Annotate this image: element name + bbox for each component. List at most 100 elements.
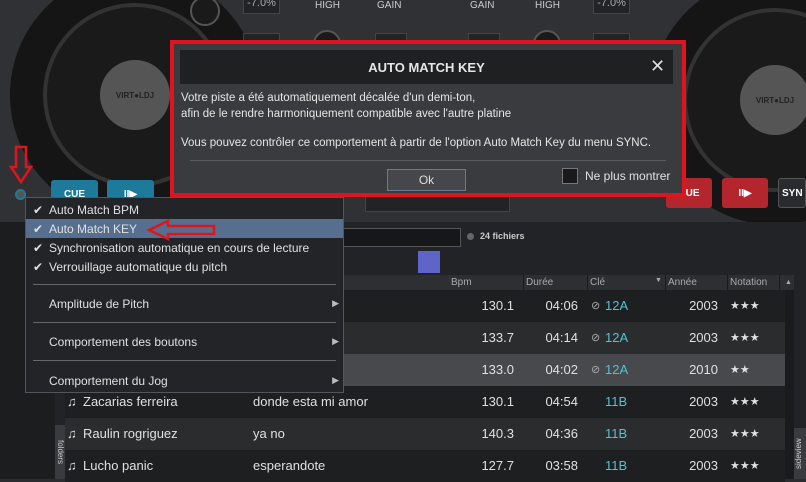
search-input[interactable] [340, 228, 461, 247]
menu-item-label: Verrouillage automatique du pitch [49, 259, 228, 274]
column-year[interactable]: Année [666, 275, 728, 290]
sync-settings-icon[interactable] [15, 189, 26, 200]
column-bpm[interactable]: Bpm [449, 275, 524, 290]
track-bpm: 130.1 [481, 298, 514, 313]
track-row[interactable]: ♫ Lucho panic esperandote 127.7 03:58 11B 2003… [65, 450, 785, 482]
high-right-label: HIGH [535, 0, 560, 11]
check-icon: ✔ [33, 259, 44, 274]
track-year: 2003 [689, 298, 718, 313]
music-note-icon: ♫ [67, 394, 77, 409]
gain-right-label: GAIN [470, 0, 495, 11]
scroll-up-button[interactable]: ▲ [783, 275, 794, 290]
track-key: 11B [605, 426, 628, 441]
menu-item-label: Comportement des boutons [49, 334, 198, 349]
menu-item-auto-match-bpm[interactable]: ✔ Auto Match BPM [26, 200, 343, 219]
dialog-title: AUTO MATCH KEY [180, 50, 673, 84]
menu-item-label: Amplitude de Pitch [49, 296, 150, 311]
dialog-message-line2: afin de le rendre harmoniquement compati… [181, 108, 512, 120]
high-left-label: HIGH [315, 0, 340, 11]
track-key: 12A [605, 298, 629, 313]
tonearm-knob [190, 0, 220, 26]
track-rating: ★★★ [730, 396, 760, 408]
track-key: 12A [605, 362, 629, 377]
music-note-icon: ♫ [67, 458, 77, 473]
track-rating: ★★★ [730, 300, 760, 312]
menu-item-label: Auto Match KEY [49, 221, 138, 236]
gain-left-label: GAIN [377, 0, 402, 11]
dont-show-again-checkbox[interactable] [562, 168, 578, 184]
track-duration: 04:06 [545, 298, 578, 313]
track-title: donde esta mi amor [253, 394, 368, 409]
submenu-arrow-icon: ▶ [332, 336, 339, 346]
menu-separator [33, 360, 336, 361]
track-thumbnail [418, 251, 440, 273]
track-bpm: 140.3 [481, 426, 514, 441]
track-key: 11B [605, 394, 628, 409]
track-duration: 04:54 [545, 394, 578, 409]
track-row[interactable]: ♫ Raulin rogriguez ya no 140.3 04:36 11B 2003 ★… [65, 418, 785, 450]
track-bpm: 133.0 [481, 362, 514, 377]
scrollbar[interactable] [783, 290, 794, 479]
menu-item-auto-sync[interactable]: ✔ Synchronisation automatique en cours de… [26, 238, 343, 257]
track-year: 2003 [689, 394, 718, 409]
sideview-tab[interactable]: sideview [794, 428, 806, 479]
track-rating: ★★★ [730, 428, 760, 440]
menu-item-jog-behavior[interactable]: Comportement du Jog ▶ [26, 371, 343, 390]
dialog-message-line3: Vous pouvez contrôler ce comportement à … [181, 137, 652, 149]
menu-item-label: Synchronisation automatique en cours de … [49, 240, 310, 255]
track-row[interactable]: ♫ Zacarias ferreira donde esta mi amor 130.… [65, 386, 785, 418]
right-sync-button[interactable]: SYN [778, 178, 806, 208]
check-icon: ✔ [33, 221, 44, 236]
menu-item-label: Comportement du Jog [49, 373, 168, 388]
submenu-arrow-icon: ▶ [332, 375, 339, 385]
dialog-separator [190, 160, 666, 161]
dialog-message-line1: Votre piste a été automatiquement décalé… [181, 92, 476, 104]
file-count-dot-icon [467, 233, 474, 240]
right-turntable[interactable]: VIRT●LDJ [650, 0, 806, 222]
track-rating: ★★ [730, 364, 750, 376]
menu-item-auto-match-key[interactable]: ✔ Auto Match KEY [26, 219, 343, 238]
svg-text:VIRT●LDJ: VIRT●LDJ [116, 91, 154, 100]
close-icon[interactable]: ✕ [650, 56, 666, 76]
right-turntable-logo [740, 65, 806, 135]
sort-desc-icon: ▼ [655, 277, 662, 284]
annotation-arrow-down-icon [9, 145, 33, 185]
folders-tab[interactable]: folders [55, 425, 65, 479]
track-key: 11B [605, 458, 628, 473]
track-title: esperandote [253, 458, 326, 473]
column-key[interactable]: Clé [588, 275, 666, 290]
ok-button[interactable]: Ok [387, 169, 466, 191]
annotation-arrow-left-icon [146, 219, 216, 241]
track-duration: 04:02 [545, 362, 578, 377]
dont-show-again-label: Ne plus montrer [585, 169, 671, 183]
pitch-right-display: -7.0% [593, 0, 630, 14]
key-match-icon: ⊘ [591, 300, 601, 312]
menu-separator [33, 284, 336, 285]
check-icon: ✔ [33, 202, 44, 217]
track-duration: 04:14 [545, 330, 578, 345]
submenu-arrow-icon: ▶ [332, 298, 339, 308]
menu-item-pitch-range[interactable]: Amplitude de Pitch ▶ [26, 294, 343, 313]
file-count: 24 fichiers [480, 231, 525, 241]
menu-item-pitch-lock[interactable]: ✔ Verrouillage automatique du pitch [26, 257, 343, 276]
key-match-icon: ⊘ [591, 332, 601, 344]
menu-item-label: Auto Match BPM [49, 202, 140, 217]
track-year: 2003 [689, 426, 718, 441]
svg-text:VIRT●LDJ: VIRT●LDJ [756, 96, 794, 105]
menu-item-button-behavior[interactable]: Comportement des boutons ▶ [26, 332, 343, 351]
track-artist: Zacarias ferreira [83, 394, 178, 409]
track-rating: ★★★ [730, 460, 760, 472]
right-play-button[interactable]: II▶ [722, 178, 768, 208]
track-year: 2010 [689, 362, 718, 377]
column-rating[interactable]: Notation [728, 275, 780, 290]
check-icon: ✔ [33, 240, 44, 255]
key-match-icon: ⊘ [591, 364, 601, 376]
track-duration: 04:36 [545, 426, 578, 441]
column-duration[interactable]: Durée [524, 275, 588, 290]
track-title: ya no [253, 426, 285, 441]
music-note-icon: ♫ [67, 426, 77, 441]
track-year: 2003 [689, 458, 718, 473]
left-turntable-logo [100, 60, 170, 130]
track-artist: Lucho panic [83, 458, 154, 473]
track-bpm: 127.7 [481, 458, 514, 473]
